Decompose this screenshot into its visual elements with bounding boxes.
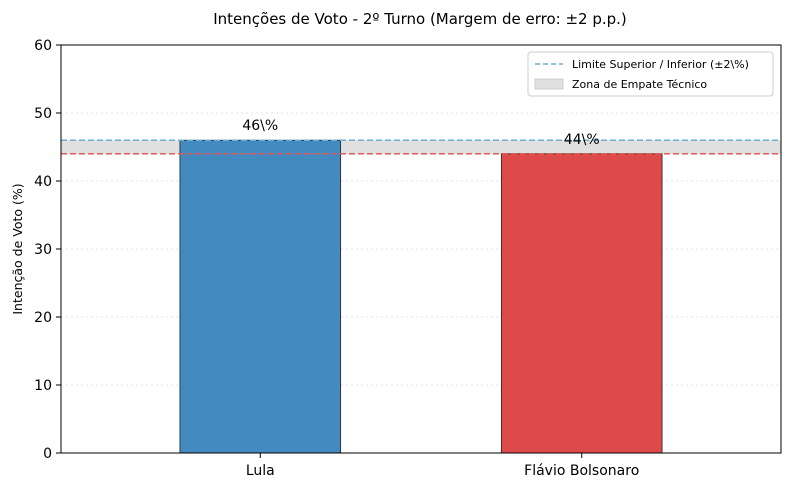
legend-band-swatch xyxy=(534,78,564,90)
legend: Limite Superior / Inferior (±2\%) Zona d… xyxy=(527,51,774,97)
legend-limit-label: Limite Superior / Inferior (±2\%) xyxy=(572,58,749,71)
y-tick-label: 30 xyxy=(34,242,52,258)
x-axis: Lula Flávio Bolsonaro xyxy=(246,453,639,479)
data-label-layer: 46\% 44\% xyxy=(242,118,599,148)
bar xyxy=(500,153,663,454)
y-tick-label: 20 xyxy=(34,310,52,326)
band-layer xyxy=(61,140,781,154)
bar-layer xyxy=(179,139,663,454)
chart-title: Intenções de Voto - 2º Turno (Margem de … xyxy=(213,10,627,28)
x-tick-label: Lula xyxy=(246,463,275,479)
y-tick-label: 60 xyxy=(34,38,52,54)
legend-band-label: Zona de Empate Técnico xyxy=(572,78,707,91)
bar-value-label: 46\% xyxy=(242,118,278,134)
y-axis: 0 10 20 30 40 50 60 xyxy=(34,38,61,462)
y-tick-label: 10 xyxy=(34,378,52,394)
y-axis-label: Intenção de Voto (%) xyxy=(10,183,25,314)
tie-zone-band xyxy=(61,140,781,154)
bar-value-label: 44\% xyxy=(564,132,600,148)
legend-box xyxy=(527,51,774,97)
y-tick-label: 0 xyxy=(43,446,52,462)
bar xyxy=(179,139,342,454)
x-tick-label: Flávio Bolsonaro xyxy=(524,463,639,479)
reference-line-layer xyxy=(61,139,781,155)
y-tick-label: 50 xyxy=(34,106,52,122)
y-tick-label: 40 xyxy=(34,174,52,190)
